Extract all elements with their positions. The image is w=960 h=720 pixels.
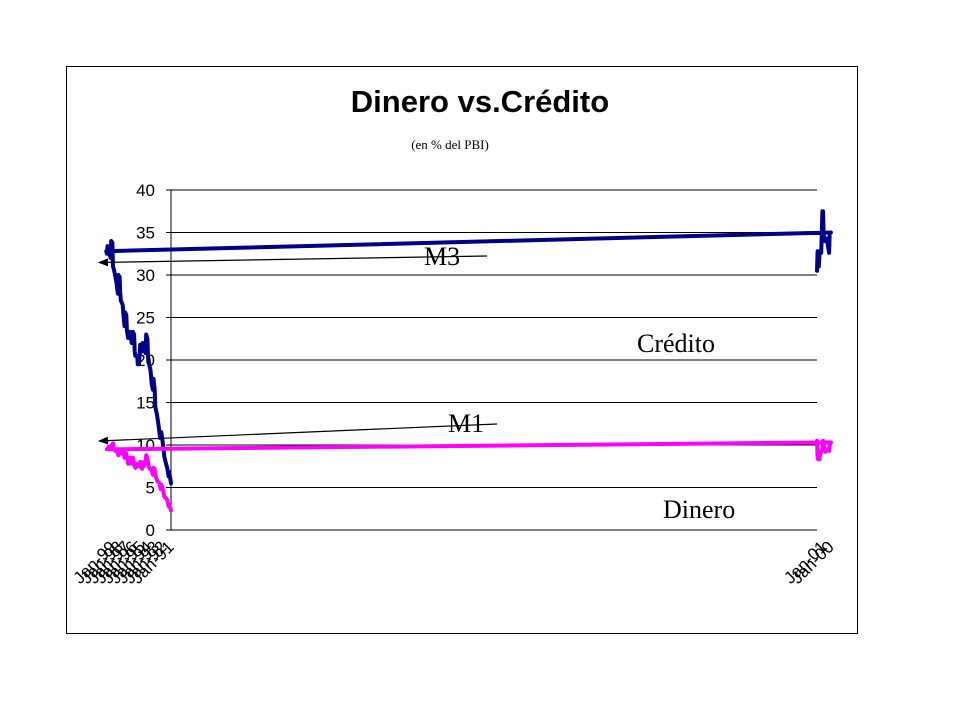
series-lines (104, 209, 833, 513)
annotation-arrow (97, 255, 488, 267)
y-tick-label: 40 (136, 181, 155, 200)
series-line-m1 (104, 438, 833, 513)
y-tick-label: 30 (136, 266, 155, 285)
annotation-label: Dinero (663, 495, 735, 524)
y-tick-label: 25 (136, 309, 155, 328)
y-tick-label: 15 (136, 394, 155, 413)
annotation-arrow (97, 423, 498, 445)
y-tick-label: 5 (146, 479, 155, 498)
chart-frame (66, 66, 858, 634)
series-line-m3 (104, 209, 833, 486)
annotation-label: M1 (448, 409, 484, 438)
chart-title: Dinero vs.Crédito (350, 84, 610, 119)
y-tick-label: 35 (136, 224, 155, 243)
chart-subtitle: (en % del PBI) (411, 137, 489, 152)
gridlines (171, 189, 817, 488)
annotation-label: Crédito (637, 329, 715, 358)
x-tick-labels: Jan-91Jan-92Jan-93Jan-94Jan-95Jan-96Jan-… (70, 537, 838, 587)
y-tick-label: 0 (146, 521, 155, 540)
